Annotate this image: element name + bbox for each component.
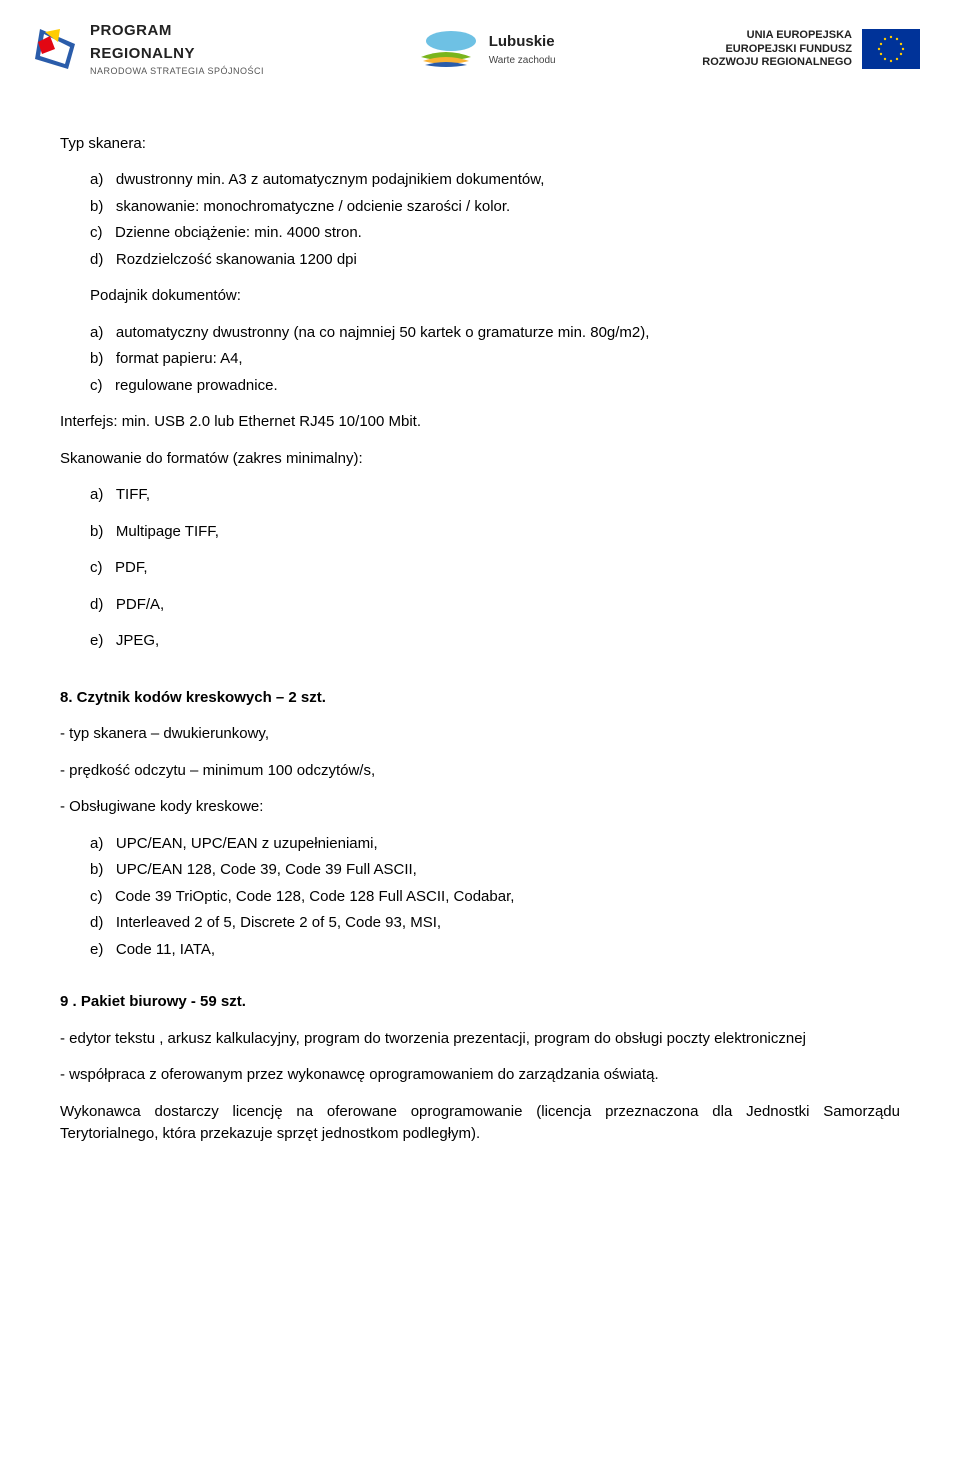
list-item: e) Code 11, IATA, (90, 939, 900, 962)
list-item: b) skanowanie: monochromatyczne / odcien… (90, 196, 900, 219)
program-subtitle: NARODOWA STRATEGIA SPÓJNOŚCI (90, 65, 264, 79)
interface-line: Interfejs: min. USB 2.0 lub Ethernet RJ4… (60, 411, 900, 434)
feeder-heading: Podajnik dokumentów: (90, 285, 900, 308)
scanner-type-list: a) dwustronny min. A3 z automatycznym po… (60, 169, 900, 271)
scan-formats-heading: Skanowanie do formatów (zakres minimalny… (60, 448, 900, 471)
list-item: d) PDF/A, (90, 594, 900, 617)
scanner-type-heading: Typ skanera: (60, 133, 900, 156)
list-item: b) Multipage TIFF, (90, 521, 900, 544)
program-title-2: REGIONALNY (90, 43, 264, 66)
section-9-para-1: - edytor tekstu , arkusz kalkulacyjny, p… (60, 1028, 900, 1051)
lubuskie-title: Lubuskie (489, 31, 556, 54)
program-title-1: PROGRAM (90, 20, 264, 43)
section-9-para-3: Wykonawca dostarczy licencję na oferowan… (60, 1101, 900, 1146)
document-content: Typ skanera: a) dwustronny min. A3 z aut… (0, 99, 960, 1200)
scan-formats-list: a) TIFF, b) Multipage TIFF, c) PDF, d) P… (60, 484, 900, 653)
header-logos: PROGRAM REGIONALNY NARODOWA STRATEGIA SP… (0, 0, 960, 99)
lubuskie-subtitle: Warte zachodu (489, 53, 556, 68)
eu-line-3: ROZWOJU REGIONALNEGO (702, 56, 852, 69)
program-regionalny-icon (30, 24, 80, 74)
list-item: d) Rozdzielczość skanowania 1200 dpi (90, 249, 900, 272)
list-item: c) Dzienne obciążenie: min. 4000 stron. (90, 222, 900, 245)
list-item: a) UPC/EAN, UPC/EAN z uzupełnieniami, (90, 833, 900, 856)
section-8-list: a) UPC/EAN, UPC/EAN z uzupełnieniami, b)… (60, 833, 900, 962)
logo-eu: UNIA EUROPEJSKA EUROPEJSKI FUNDUSZ ROZWO… (702, 29, 920, 69)
section-9-heading: 9 . Pakiet biurowy - 59 szt. (60, 991, 900, 1014)
list-item: b) UPC/EAN 128, Code 39, Code 39 Full AS… (90, 859, 900, 882)
list-item: a) TIFF, (90, 484, 900, 507)
section-9-para-2: - współpraca z oferowanym przez wykonawc… (60, 1064, 900, 1087)
list-item: d) Interleaved 2 of 5, Discrete 2 of 5, … (90, 912, 900, 935)
list-item: e) JPEG, (90, 630, 900, 653)
section-8-line: - Obsługiwane kody kreskowe: (60, 796, 900, 819)
list-item: b) format papieru: A4, (90, 348, 900, 371)
eu-line-2: EUROPEJSKI FUNDUSZ (725, 43, 852, 56)
lubuskie-icon (411, 29, 481, 69)
list-item: a) automatyczny dwustronny (na co najmni… (90, 322, 900, 345)
section-8-heading: 8. Czytnik kodów kreskowych – 2 szt. (60, 687, 900, 710)
section-8-line: - typ skanera – dwukierunkowy, (60, 723, 900, 746)
list-item: a) dwustronny min. A3 z automatycznym po… (90, 169, 900, 192)
logo-program-regionalny: PROGRAM REGIONALNY NARODOWA STRATEGIA SP… (30, 20, 264, 79)
feeder-list: a) automatyczny dwustronny (na co najmni… (60, 322, 900, 398)
section-8-line: - prędkość odczytu – minimum 100 odczytó… (60, 760, 900, 783)
eu-line-1: UNIA EUROPEJSKA (747, 29, 852, 42)
list-item: c) PDF, (90, 557, 900, 580)
list-item: c) Code 39 TriOptic, Code 128, Code 128 … (90, 886, 900, 909)
list-item: c) regulowane prowadnice. (90, 375, 900, 398)
eu-flag-icon (862, 29, 920, 69)
logo-lubuskie: Lubuskie Warte zachodu (411, 29, 556, 69)
